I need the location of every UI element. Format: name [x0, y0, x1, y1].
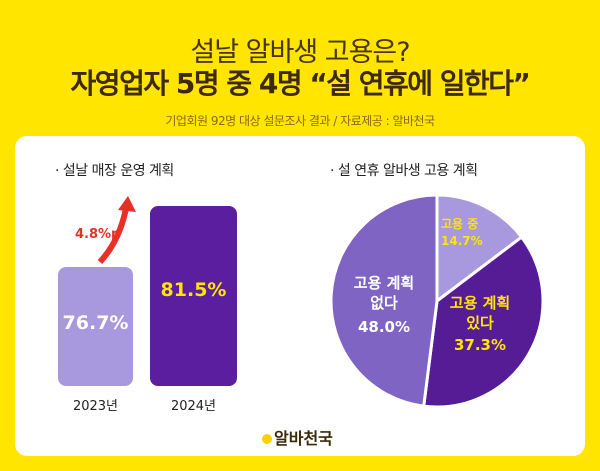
pie-value-label: 48.0% [358, 318, 410, 336]
bar-chart-title: · 설날 매장 운영 계획 [55, 163, 174, 179]
pie-slice-label: 없다 [370, 294, 398, 312]
increase-annotation: 4.8%p [75, 227, 120, 242]
page-title: 설날 알바생 고용은? [190, 37, 410, 68]
pie-value-label: 37.3% [454, 336, 506, 354]
increase-arrow [97, 207, 129, 265]
subtitle: 기업회원 92명 대상 설문조사 결과 / 자료제공 : 알바천국 [165, 114, 435, 128]
bar-2024년 [150, 206, 237, 386]
x-tick-label: 2024년 [171, 399, 216, 414]
pie-slice [435, 193, 524, 305]
pie-slice [329, 193, 439, 408]
logo-icon [262, 434, 272, 444]
pie-slice-label: 고용 계획 [450, 294, 510, 312]
headline: 자영업자 5명 중 4명 “설 연휴에 일한다” [70, 67, 531, 100]
arrow-head-icon [118, 196, 136, 212]
x-tick-label: 2023년 [73, 399, 118, 414]
pie-slice-label: 있다 [466, 314, 494, 332]
pie-slice-label: 고용 계획 [354, 274, 414, 292]
pie-chart-title: · 설 연휴 알바생 고용 계획 [330, 163, 478, 179]
pie-slice-label: 고용 중 [441, 216, 478, 231]
bar-value-label: 81.5% [161, 279, 227, 301]
bar-2023년 [58, 267, 133, 386]
pie-slice [422, 234, 545, 409]
logo: 알바천국 [262, 425, 333, 449]
logo-text: 알바천국 [274, 429, 333, 448]
pie-value-label: 14.7% [441, 234, 483, 248]
bar-value-label: 76.7% [63, 312, 129, 334]
